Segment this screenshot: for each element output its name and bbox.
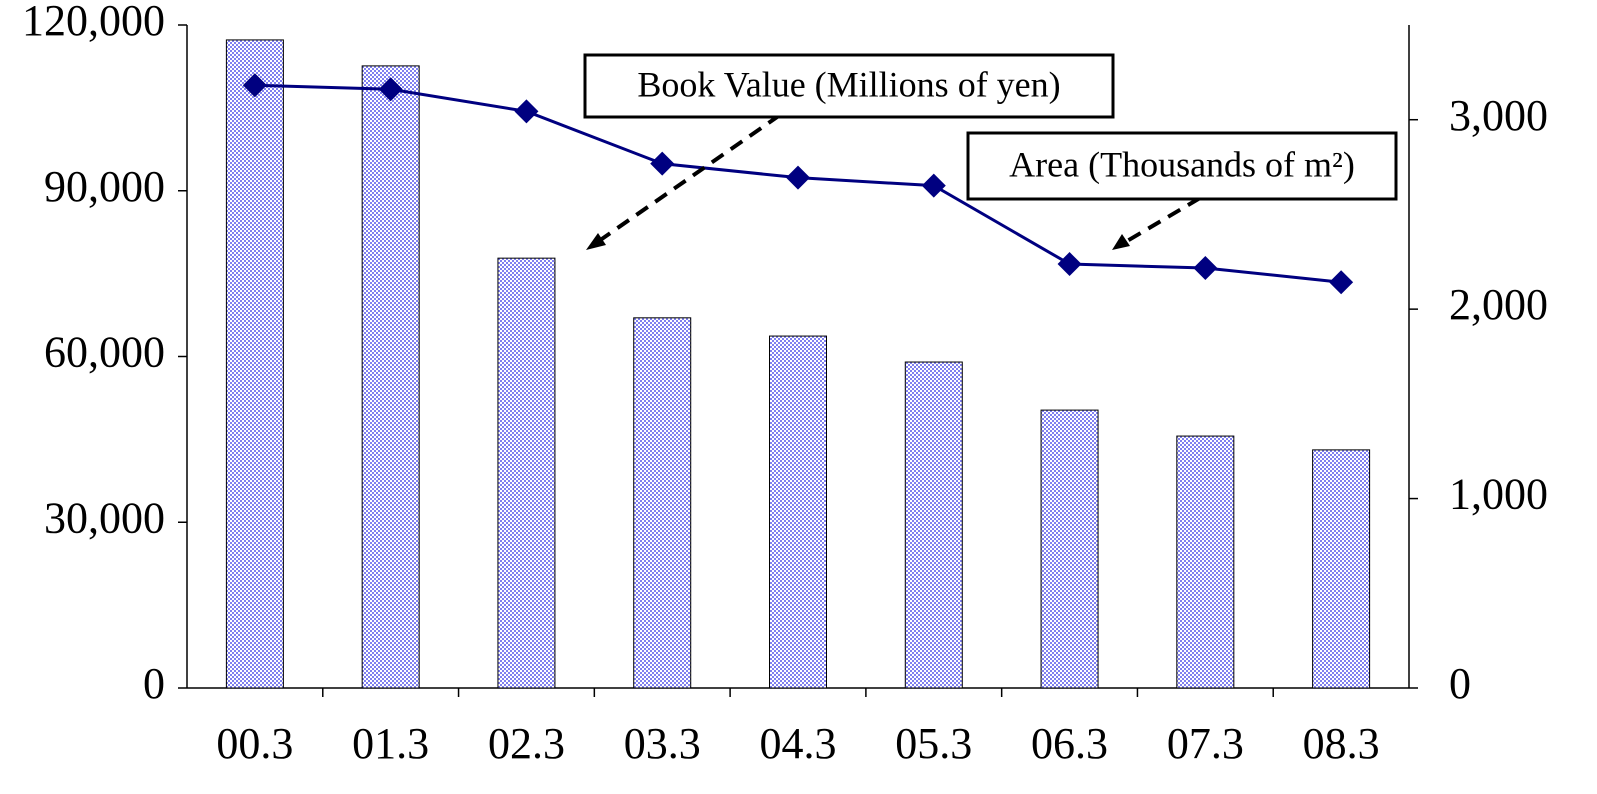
bar [361, 65, 420, 689]
x-tick-label: 04.3 [760, 719, 837, 768]
bar [1312, 449, 1371, 689]
bar [904, 361, 963, 689]
marker [1193, 256, 1218, 281]
y2-tick-label: 0 [1449, 659, 1471, 708]
y-tick-label: 90,000 [44, 162, 165, 211]
bar [769, 335, 827, 689]
arrow [1120, 196, 1202, 246]
y-tick-label: 0 [143, 659, 165, 708]
arrow-head [586, 233, 606, 250]
legend-label: Book Value (Millions of yen) [637, 64, 1060, 104]
legend-label: Area (Thousands of m²) [1009, 144, 1355, 184]
annotations: Book Value (Millions of yen) Area (Thous… [583, 53, 1398, 250]
y2-tick-label: 3,000 [1449, 91, 1548, 140]
x-tick-label: 06.3 [1031, 719, 1108, 768]
bar [497, 257, 556, 689]
marker [378, 77, 403, 102]
x-tick-label: 00.3 [216, 719, 293, 768]
x-tick-label: 03.3 [624, 719, 701, 768]
bar [225, 39, 284, 689]
x-tick-label: 08.3 [1303, 719, 1380, 768]
x-tick-label: 07.3 [1167, 719, 1244, 768]
marker [786, 165, 810, 190]
x-tick-label: 01.3 [352, 719, 429, 768]
bar [1040, 409, 1099, 689]
y-tick-label: 60,000 [44, 328, 165, 377]
plot-area: 0 30,000 60,000 90,000 120,000 0 1,000 2,000 3,0… [22, 0, 1548, 768]
marker [921, 173, 946, 198]
x-tick-label: 05.3 [895, 719, 972, 768]
y2-tick-label: 2,000 [1449, 280, 1548, 329]
marker [242, 73, 267, 98]
y2-tick-label: 1,000 [1449, 470, 1548, 519]
marker [1057, 252, 1082, 277]
arrow-head [1112, 234, 1130, 250]
legend-box [583, 53, 1115, 119]
marker [1329, 270, 1354, 295]
y-tick-label: 120,000 [22, 0, 165, 45]
bar [633, 317, 692, 689]
x-tick-label: 02.3 [488, 719, 565, 768]
arrow [594, 113, 782, 245]
y-tick-label: 30,000 [44, 493, 165, 542]
bar [1176, 435, 1235, 689]
legend-box [966, 131, 1398, 201]
marker [650, 151, 675, 176]
marker [514, 99, 539, 124]
